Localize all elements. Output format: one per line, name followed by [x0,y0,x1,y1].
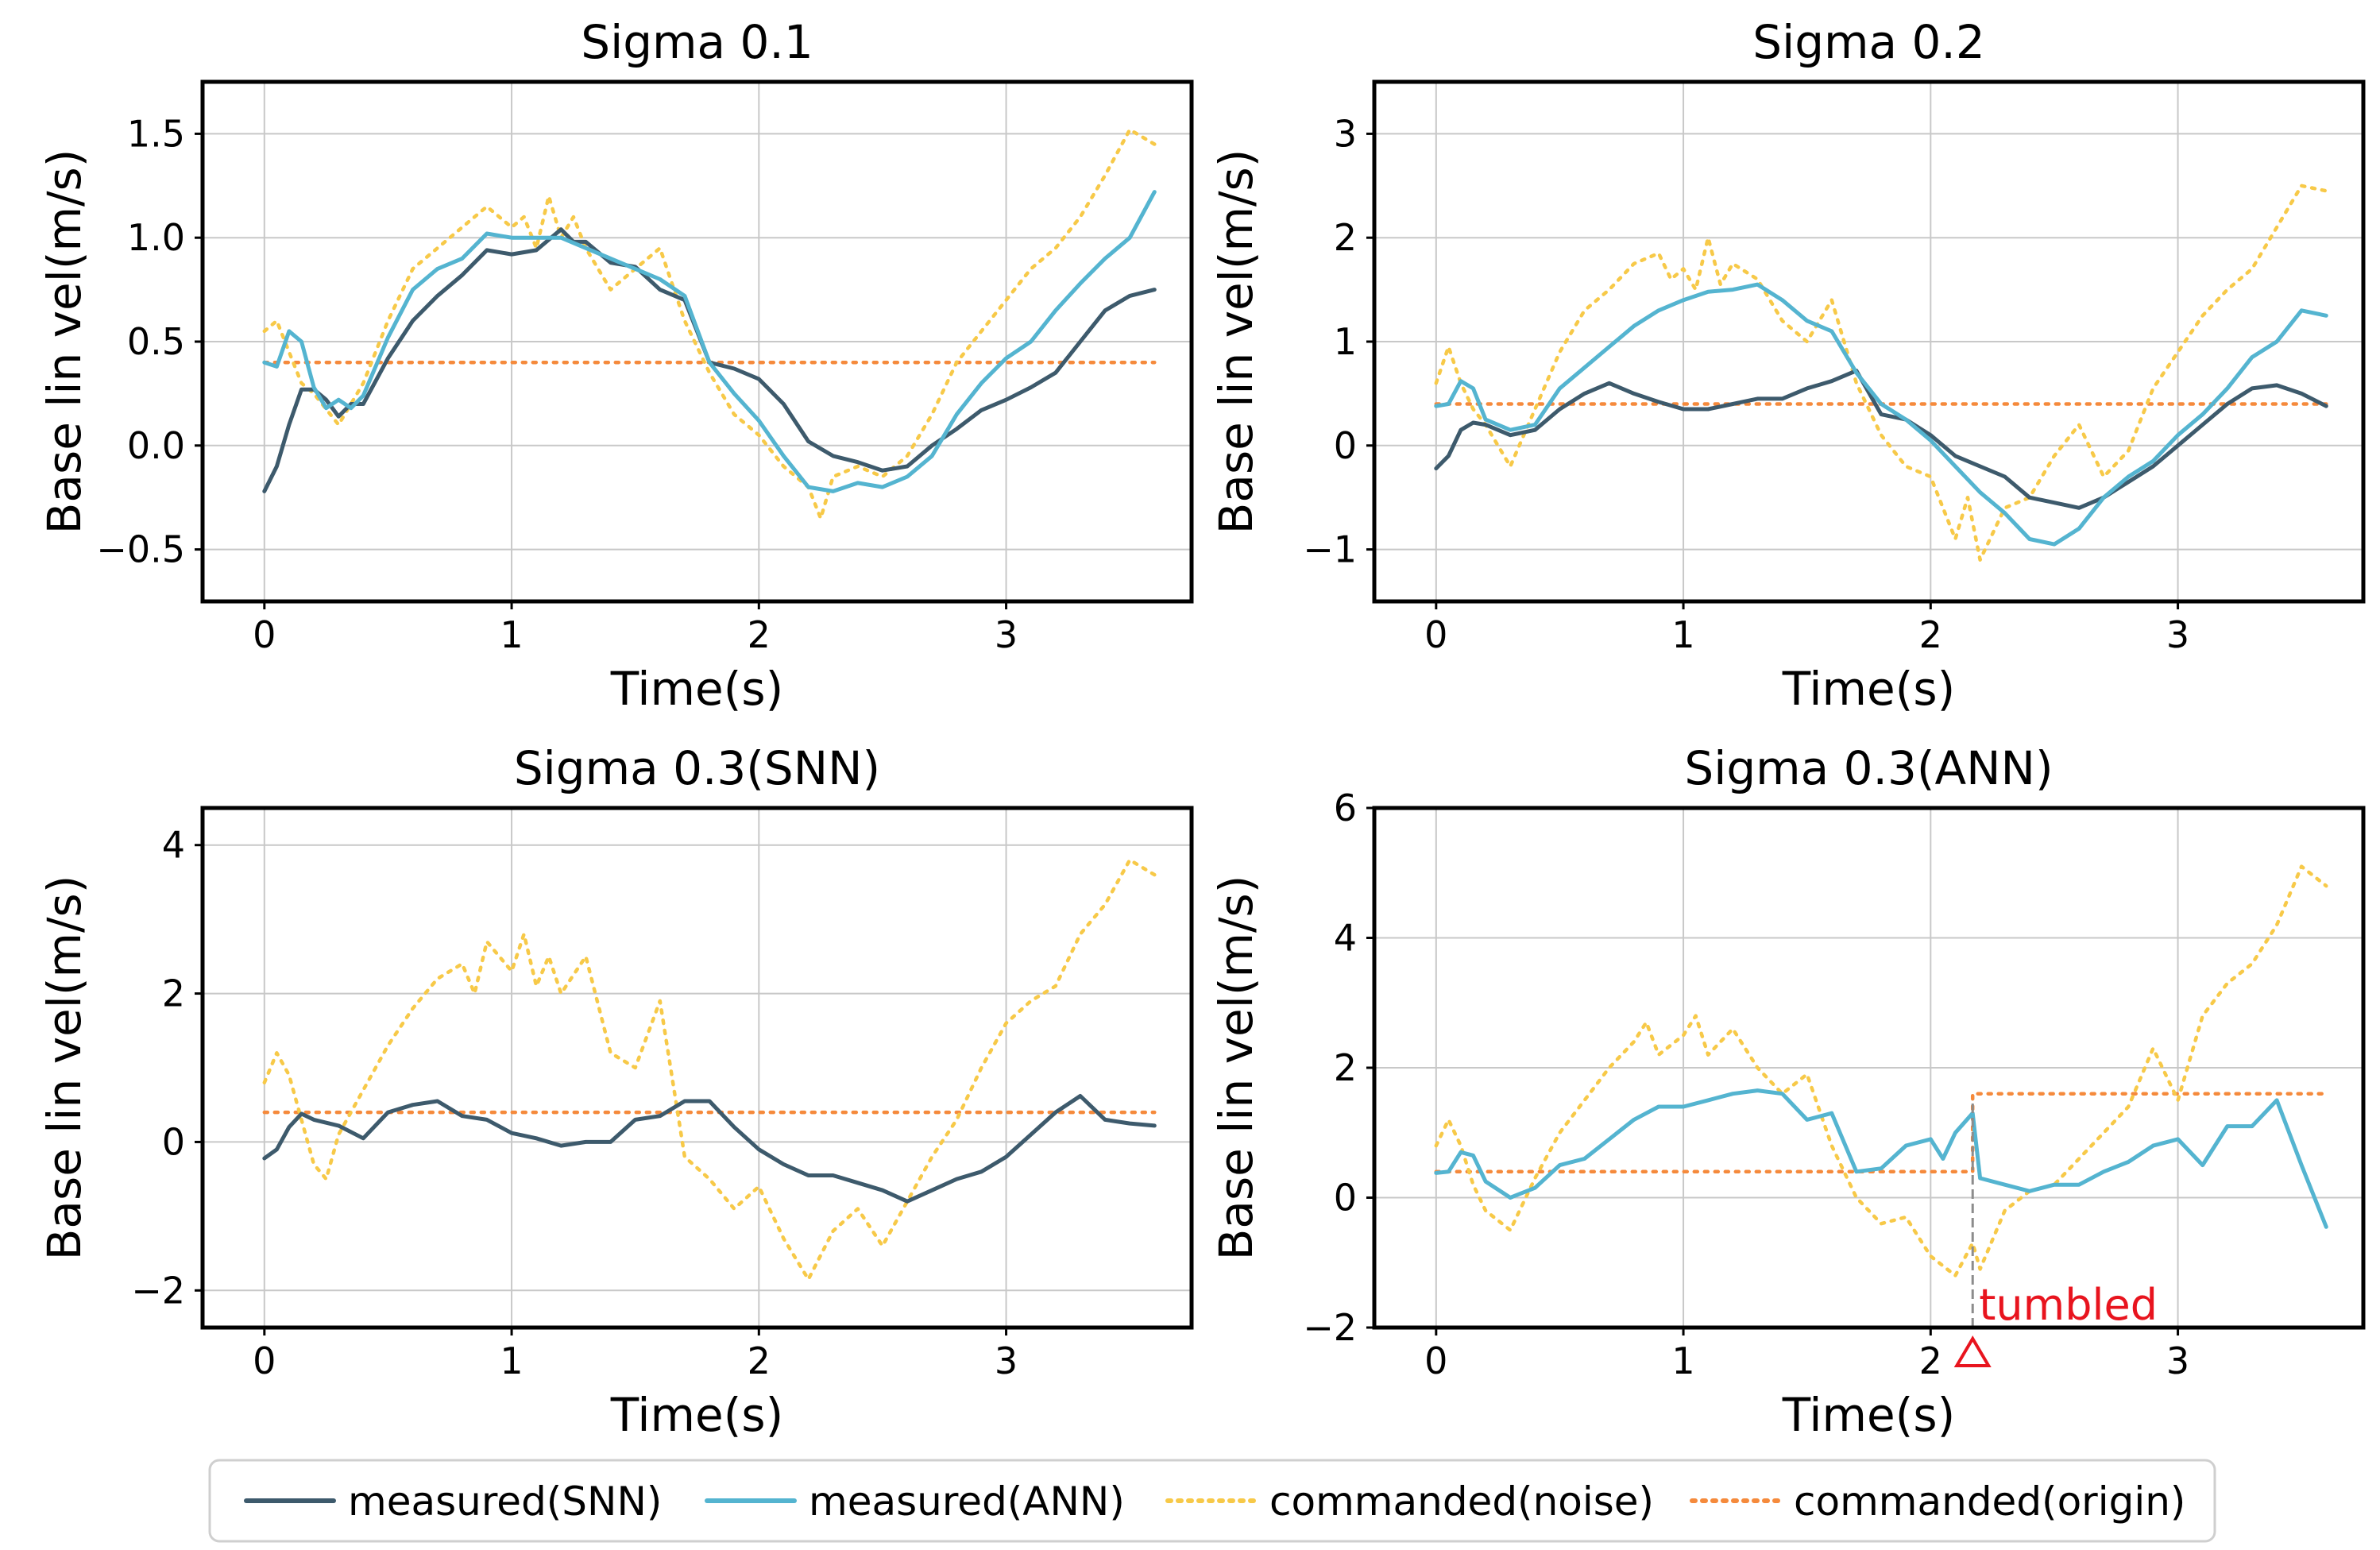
y-tick-label: −1 [1303,528,1357,571]
y-tick-label: 4 [162,824,185,867]
plot-area [203,808,1192,1328]
plot-frame [200,806,1194,1330]
chart-title: Sigma 0.2 [1752,15,1984,69]
chart-panel-2: 0 1 2 3 −1 0 1 2 3 Sigma 0.2 Time(s) Base lin vel(m… [1209,15,2366,716]
y-tick-label: 4 [1334,917,1357,960]
y-tick-label: 3 [1334,112,1357,155]
chart-title: Sigma 0.1 [581,15,813,69]
legend-item-measured-snn: measured(SNN) [244,1478,662,1525]
x-axis-label: Time(s) [610,662,783,716]
x-axis-label: Time(s) [1782,1388,1955,1442]
chart-panel-1: 0 1 2 3 −0.5 0.0 0.5 1.0 1.5 Sigma 0.1 Time(s) Base… [37,15,1194,716]
x-axis-label: Time(s) [610,1388,783,1442]
chart-panel-4: tumbled 0 1 2 3 −2 0 2 4 6 Sigma 0.3(ANN) Time(s) Ba… [1209,741,2366,1442]
x-tick-label: 0 [253,613,276,656]
x-tick-label: 0 [1424,613,1447,656]
series-line-commanded-noise [262,127,1157,520]
y-tick-label: 1.5 [127,112,185,155]
x-tick-label: 0 [1424,1339,1447,1382]
x-tick-label: 2 [1919,1339,1942,1382]
tumbled-label: tumbled [1979,1280,2158,1330]
x-tick-label: 3 [995,1339,1018,1382]
y-tick-label: 0 [162,1120,185,1163]
y-tick-label: 0 [1334,1177,1357,1220]
y-tick-label: 6 [1334,787,1357,829]
series-line-commanded-noise [1434,864,2328,1277]
legend-label: measured(SNN) [348,1478,662,1525]
y-tick-label: 2 [1334,216,1357,259]
chart-panel-3: 0 1 2 3 −2 0 2 4 Sigma 0.3(SNN) Time(s) Base lin v… [37,741,1194,1442]
x-tick-label: 0 [253,1339,276,1382]
y-tick-label: 0.5 [127,320,185,363]
x-tick-label: 3 [2166,613,2189,656]
chart-title: Sigma 0.3(SNN) [514,741,880,795]
series-line-commanded-noise [1434,184,2328,562]
y-tick-label: −0.5 [96,528,185,571]
series-line-measured-ann [1434,282,2328,547]
y-axis-label: Base lin vel(m/s) [1209,875,1263,1261]
y-axis-label: Base lin vel(m/s) [37,149,91,535]
x-tick-label: 3 [995,613,1018,656]
y-tick-label: −2 [1303,1306,1357,1349]
y-tick-label: 0.0 [127,424,185,467]
y-tick-label: −2 [131,1269,185,1312]
series-line-commanded-origin [1434,1092,2328,1174]
series-line-measured-snn [262,1094,1157,1204]
y-tick-label: 2 [1334,1046,1357,1089]
x-tick-label: 2 [748,1339,771,1382]
x-tick-label: 1 [1671,613,1694,656]
x-tick-label: 2 [748,613,771,656]
legend-item-commanded-noise: commanded(noise) [1165,1478,1654,1525]
x-axis-label: Time(s) [1782,662,1955,716]
x-tick-label: 1 [500,1339,523,1382]
legend-item-commanded-origin: commanded(origin) [1690,1478,2185,1525]
y-tick-label: 0 [1334,424,1357,467]
y-tick-label: 2 [162,972,185,1015]
legend-label: measured(ANN) [809,1478,1125,1525]
x-tick-label: 2 [1919,613,1942,656]
legend-label: commanded(noise) [1269,1478,1654,1525]
series-line-measured-ann [262,190,1157,493]
legend-label: commanded(origin) [1794,1478,2185,1525]
y-axis-label: Base lin vel(m/s) [1209,149,1263,535]
legend-item-measured-ann: measured(ANN) [705,1478,1125,1525]
series-line-commanded-noise [262,858,1157,1281]
y-axis-label: Base lin vel(m/s) [37,875,91,1261]
chart-title: Sigma 0.3(ANN) [1684,741,2053,795]
y-tick-label: 1 [1334,320,1357,363]
legend: measured(SNN) measured(ANN) commanded(nois… [208,1459,2216,1543]
x-tick-label: 1 [1671,1339,1694,1382]
series-line-measured-ann [1434,1088,2328,1229]
tumbled-triangle-icon [1953,1335,1992,1367]
x-tick-label: 1 [500,613,523,656]
x-tick-label: 3 [2166,1339,2189,1382]
y-tick-label: 1.0 [127,216,185,259]
